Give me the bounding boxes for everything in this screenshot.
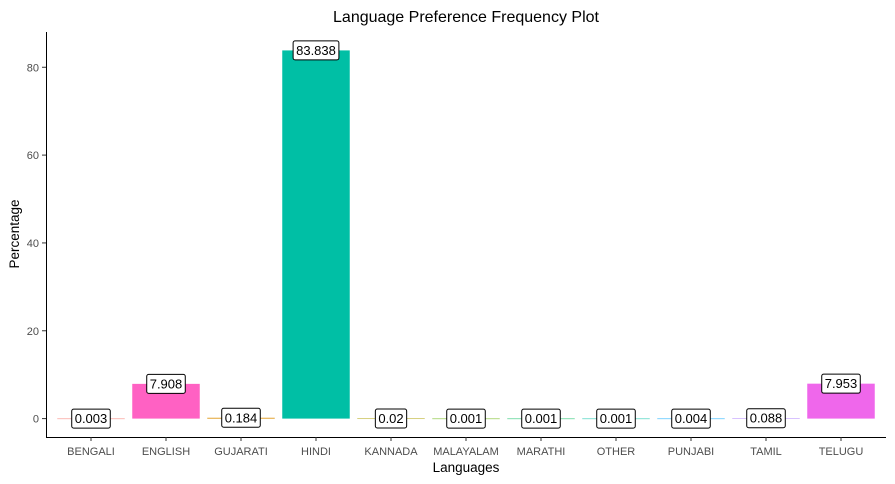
y-tick-label: 60 — [27, 150, 39, 162]
x-tick-label: OTHER — [597, 446, 636, 458]
data-label-group: 7.908 — [146, 373, 186, 394]
x-tick-label: PUNJABI — [668, 446, 714, 458]
data-label: 7.908 — [150, 376, 183, 391]
data-label-box — [746, 408, 786, 429]
data-label: 0.003 — [75, 411, 108, 426]
x-tick-label: HINDI — [301, 446, 331, 458]
data-label-group: 0.001 — [596, 408, 636, 429]
y-tick-label: 80 — [27, 62, 39, 74]
data-label: 0.088 — [750, 411, 783, 426]
data-label-group: 83.838 — [292, 40, 340, 61]
x-tick-label: TELUGU — [819, 446, 864, 458]
y-tick-label: 0 — [33, 414, 39, 426]
data-label-box — [221, 407, 261, 428]
data-label-box — [821, 373, 861, 394]
chart-title: Language Preference Frequency Plot — [333, 9, 600, 26]
data-label-box — [521, 408, 561, 429]
data-label: 0.02 — [378, 411, 403, 426]
data-label-group: 0.088 — [746, 408, 786, 429]
data-label-group: 0.004 — [671, 408, 711, 429]
data-label-group: 0.001 — [521, 408, 561, 429]
x-tick-label: GUJARATI — [214, 446, 268, 458]
data-label-box — [146, 373, 186, 394]
data-label-group: 0.184 — [221, 407, 261, 428]
data-label-box — [374, 408, 408, 429]
data-label-box — [596, 408, 636, 429]
x-tick-label: TAMIL — [750, 446, 782, 458]
data-label: 0.001 — [600, 411, 633, 426]
data-label: 0.001 — [525, 411, 558, 426]
x-tick-label: BENGALI — [67, 446, 115, 458]
x-tick-label: ENGLISH — [142, 446, 190, 458]
data-label: 83.838 — [296, 43, 336, 58]
data-label: 7.953 — [825, 376, 858, 391]
data-label-group: 0.003 — [71, 408, 111, 429]
data-label: 0.004 — [675, 411, 708, 426]
plot-area: 0.003 7.908 0.184 83.838 0.02 0.001 0.001 0.001… — [57, 40, 875, 429]
y-tick-label: 40 — [27, 238, 39, 250]
x-tick-label: MALAYALAM — [433, 446, 499, 458]
data-label-box — [71, 408, 111, 429]
bar — [282, 50, 350, 419]
data-label-group: 7.953 — [821, 373, 861, 394]
data-label: 0.184 — [225, 410, 258, 425]
data-label: 0.001 — [450, 411, 483, 426]
data-label-box — [446, 408, 486, 429]
y-axis-title: Percentage — [7, 199, 22, 268]
x-axis-title: Languages — [433, 460, 500, 475]
x-tick-label: MARATHI — [517, 446, 566, 458]
data-label-box — [671, 408, 711, 429]
data-label-box — [292, 40, 340, 61]
data-label-group: 0.02 — [374, 408, 408, 429]
x-tick-label: KANNADA — [364, 446, 418, 458]
data-label-group: 0.001 — [446, 408, 486, 429]
y-tick-label: 20 — [27, 326, 39, 338]
